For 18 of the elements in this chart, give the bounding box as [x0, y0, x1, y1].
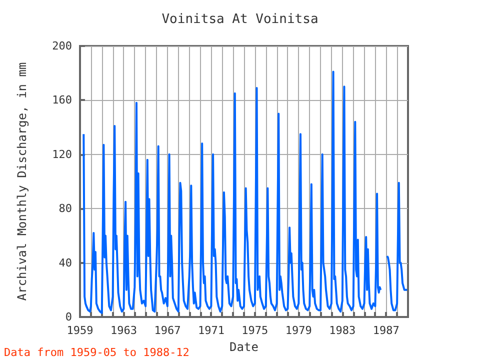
y-axis-title: Archival Monthly Discharge, in mm: [15, 62, 29, 301]
y-tick-label: 120: [52, 148, 72, 161]
y-tick-label: 80: [58, 202, 72, 216]
text: Data from 1959-05 to 1988-12: [4, 346, 190, 359]
y-tick-label: 200: [52, 40, 72, 52]
x-tick-label: 1979: [285, 324, 312, 337]
y-tick-label: 0: [65, 310, 72, 324]
x-tick-label: 1963: [110, 324, 137, 337]
y-tick-label: 160: [52, 94, 72, 107]
x-tick-label: 1983: [329, 324, 356, 337]
x-tick-label: 1967: [154, 324, 181, 337]
chart-title: Voinitsa At Voinitsa: [162, 12, 318, 27]
x-axis-title: Date: [230, 340, 258, 354]
y-tick-label: 40: [58, 256, 72, 270]
x-tick-label: 1987: [372, 324, 400, 337]
x-tick-label: 1971: [198, 324, 224, 337]
x-tick-label: 1975: [242, 324, 268, 337]
x-tick-label: 1959: [66, 324, 94, 337]
